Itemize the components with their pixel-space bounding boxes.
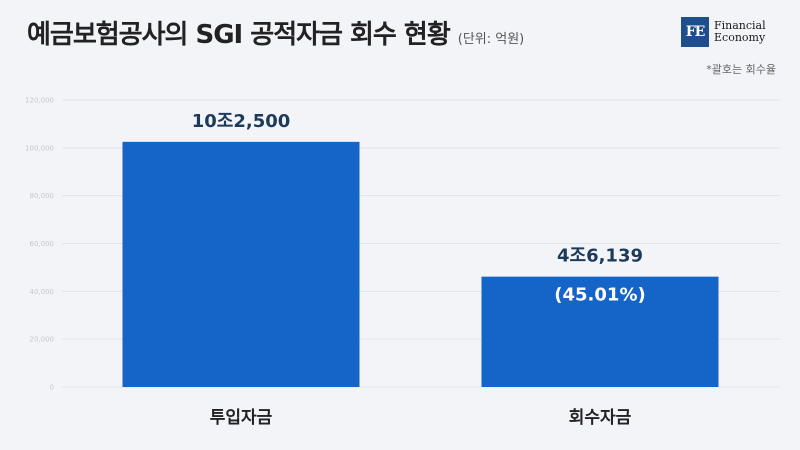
logo-mark: FE	[681, 17, 709, 47]
bar	[122, 141, 360, 387]
chart-title: 예금보험공사의 SGI 공적자금 회수 현황	[27, 20, 451, 50]
y-tick-label: 120,000	[25, 97, 54, 105]
logo-line-1: Financial	[714, 19, 766, 32]
y-tick-label: 20,000	[30, 336, 55, 344]
data-label: 10조2,500	[192, 111, 291, 132]
data-label: 4조6,139	[557, 246, 643, 267]
y-tick-label: 0	[50, 384, 54, 392]
category-label: 투입자금	[210, 408, 273, 428]
unit-label: (단위: 억원)	[457, 32, 525, 47]
bar	[481, 276, 719, 387]
recovery-rate-label: (45.01%)	[554, 285, 645, 306]
logo-line-2: Economy	[714, 31, 766, 44]
y-tick-label: 100,000	[25, 144, 54, 152]
y-tick-label: 80,000	[30, 192, 55, 200]
title-row: 예금보험공사의 SGI 공적자금 회수 현황 (단위: 억원)	[27, 14, 524, 51]
y-tick-label: 40,000	[30, 288, 55, 296]
brand-logo: FE Financial Economy	[681, 17, 766, 47]
logo-text: Financial Economy	[714, 20, 766, 44]
category-label: 회수자금	[569, 408, 632, 428]
y-tick-label: 60,000	[30, 240, 55, 248]
footnote: *괄호는 회수율	[706, 63, 776, 76]
